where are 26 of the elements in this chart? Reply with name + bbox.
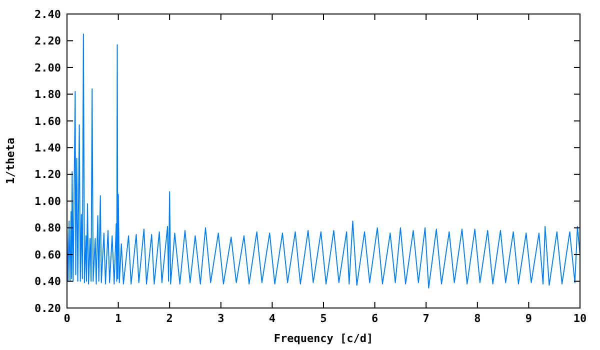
x-axis-title: Frequency [c/d] <box>274 332 374 345</box>
x-tick-label: 2 <box>166 312 173 325</box>
y-axis-title: 1/theta <box>4 138 17 184</box>
x-tick-label: 1 <box>114 312 122 325</box>
y-tick-label: 0.60 <box>34 248 61 262</box>
y-tick-label: 0.20 <box>34 302 61 315</box>
y-tick-label: 2.40 <box>34 8 61 21</box>
y-tick-label: 0.80 <box>34 222 61 235</box>
x-tick-label: 0 <box>64 312 70 325</box>
y-tick-label: 1.40 <box>34 141 61 154</box>
y-tick-label: 2.00 <box>34 61 61 74</box>
y-tick-label: 0.40 <box>34 275 61 288</box>
x-tick-label: 7 <box>422 312 430 325</box>
y-tick-label: 1.00 <box>34 194 61 208</box>
y-tick-label: 1.20 <box>34 168 61 182</box>
y-tick-label: 2.20 <box>34 34 61 48</box>
x-tick-label: 5 <box>320 312 327 325</box>
line-series <box>67 34 580 288</box>
x-tick-label: 6 <box>371 312 378 325</box>
x-tick-label: 3 <box>218 312 224 325</box>
x-tick-label: 4 <box>268 312 276 325</box>
x-tick-label: 9 <box>525 312 532 325</box>
y-tick-label: 1.80 <box>34 88 61 102</box>
x-tick-label: 10 <box>573 312 587 325</box>
x-tick-label: 8 <box>474 312 481 325</box>
y-tick-label: 1.60 <box>34 114 61 128</box>
